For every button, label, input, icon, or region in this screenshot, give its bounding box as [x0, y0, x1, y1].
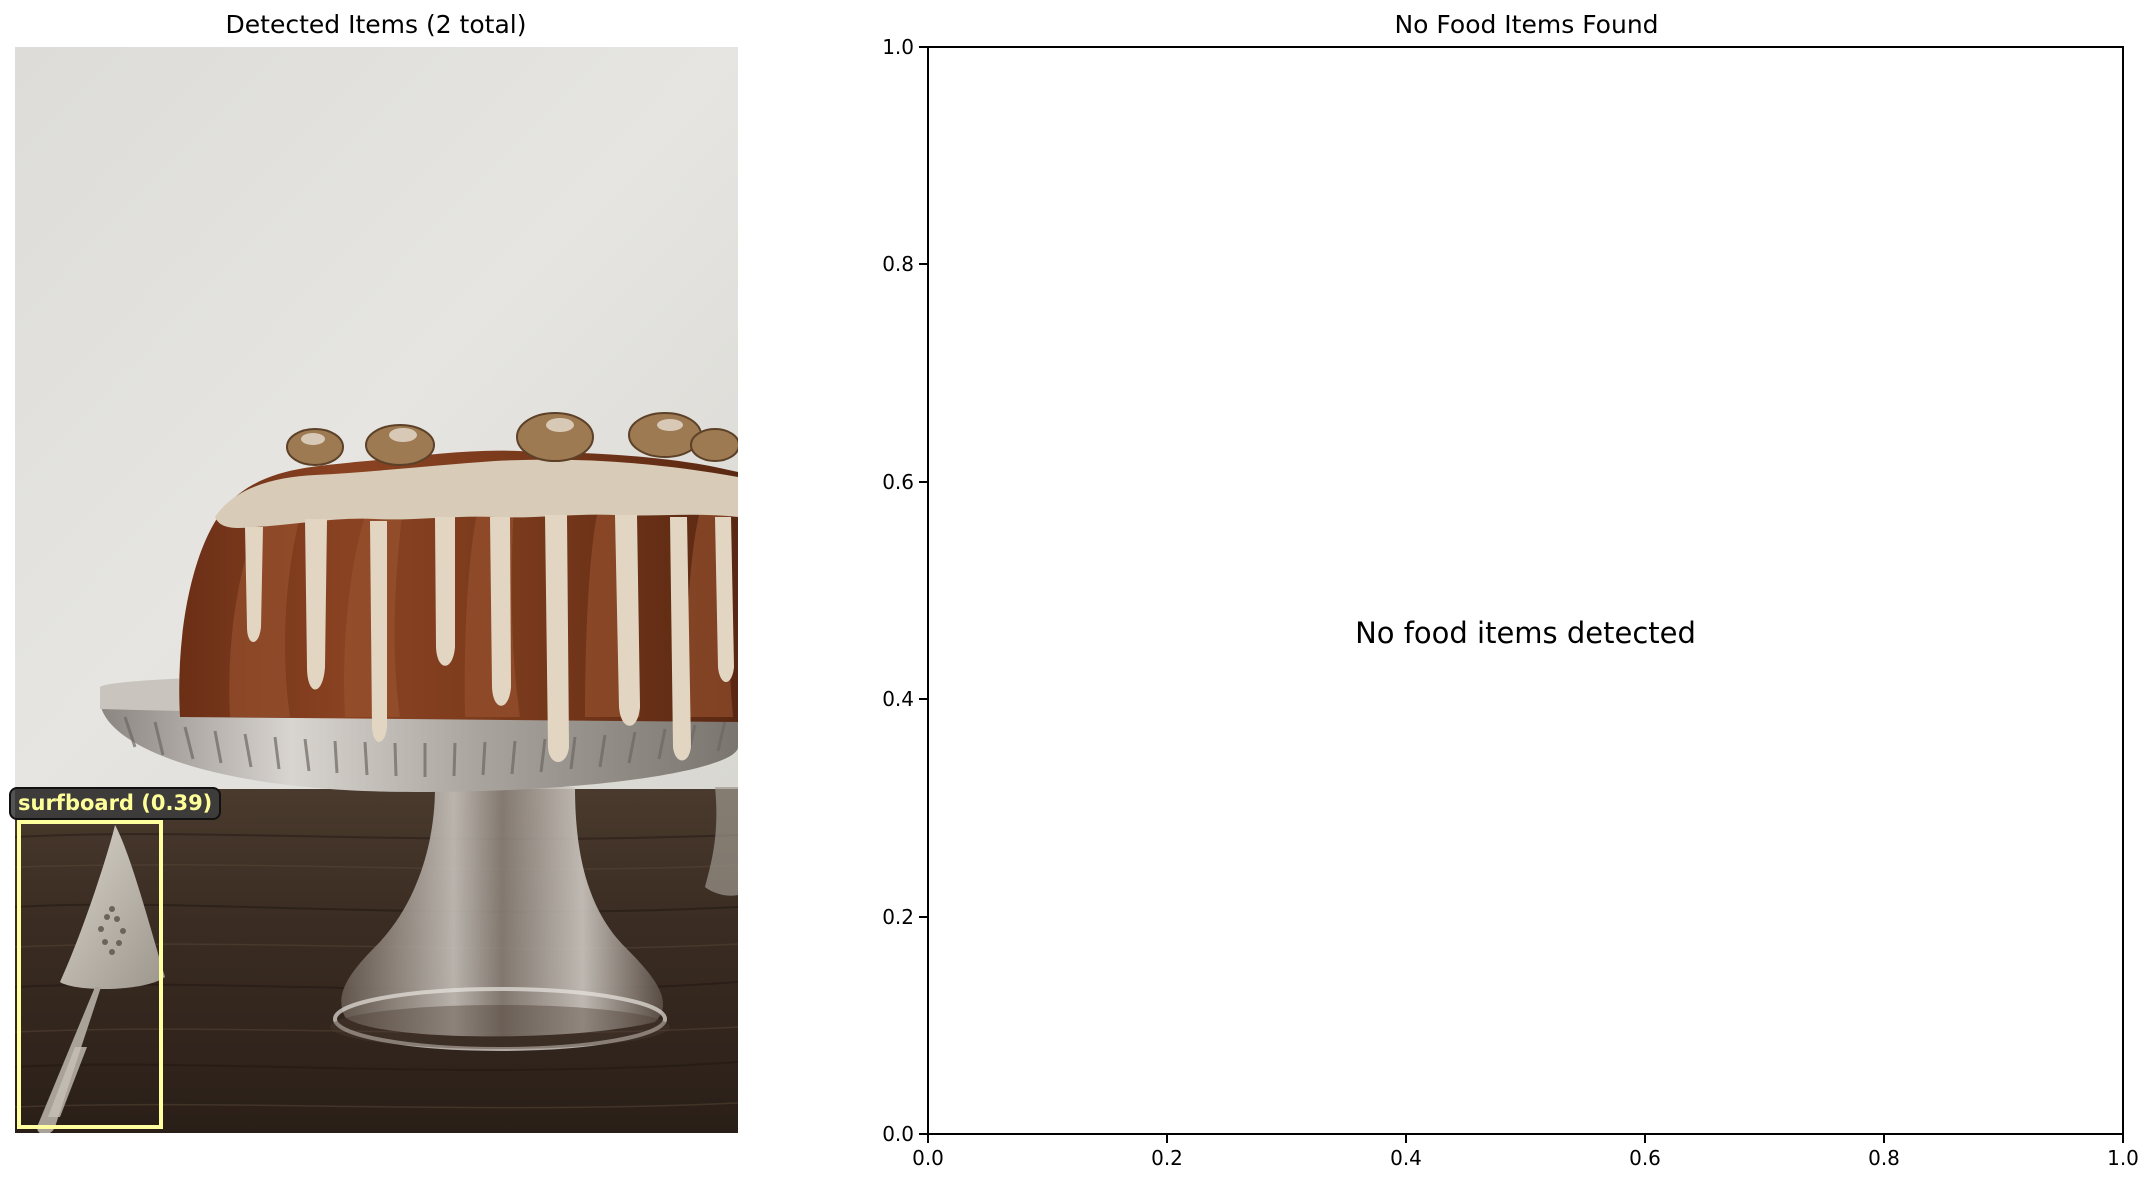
y-tick-mark [919, 480, 928, 483]
detection-label: surfboard (0.39) [9, 787, 222, 820]
y-tick-mark [919, 915, 928, 918]
detection-bounding-box [17, 820, 163, 1129]
x-tick-label: 0.6 [1629, 1146, 1661, 1170]
y-tick-mark [919, 263, 928, 266]
y-tick-mark [919, 1133, 928, 1135]
x-tick-mark [927, 1134, 929, 1143]
y-tick-label: 0.0 [882, 1122, 914, 1146]
y-tick-label: 1.0 [882, 35, 914, 59]
x-tick-label: 1.0 [2107, 1146, 2139, 1170]
x-tick-mark [1883, 1134, 1885, 1143]
plot-area: No food items detected [927, 46, 2124, 1135]
y-tick-label: 0.4 [882, 687, 914, 712]
x-tick-label: 0.8 [1868, 1146, 1900, 1170]
y-tick-mark [919, 46, 928, 48]
y-tick-label: 0.8 [882, 252, 914, 277]
y-tick-label: 0.2 [882, 904, 914, 929]
x-tick-mark [2122, 1134, 2124, 1143]
x-tick-mark [1405, 1134, 1407, 1143]
x-tick-mark [1166, 1134, 1168, 1143]
y-tick-label: 0.6 [882, 469, 914, 494]
detected-items-title: Detected Items (2 total) [225, 10, 527, 39]
y-tick-mark [919, 698, 928, 701]
x-tick-mark [1644, 1134, 1646, 1143]
no-data-message: No food items detected [1355, 616, 1696, 650]
x-tick-label: 0.0 [912, 1146, 944, 1170]
x-tick-label: 0.2 [1151, 1146, 1183, 1170]
x-tick-label: 0.4 [1390, 1146, 1422, 1170]
cake-photo [15, 47, 738, 1133]
chart-title: No Food Items Found [1394, 10, 1659, 39]
